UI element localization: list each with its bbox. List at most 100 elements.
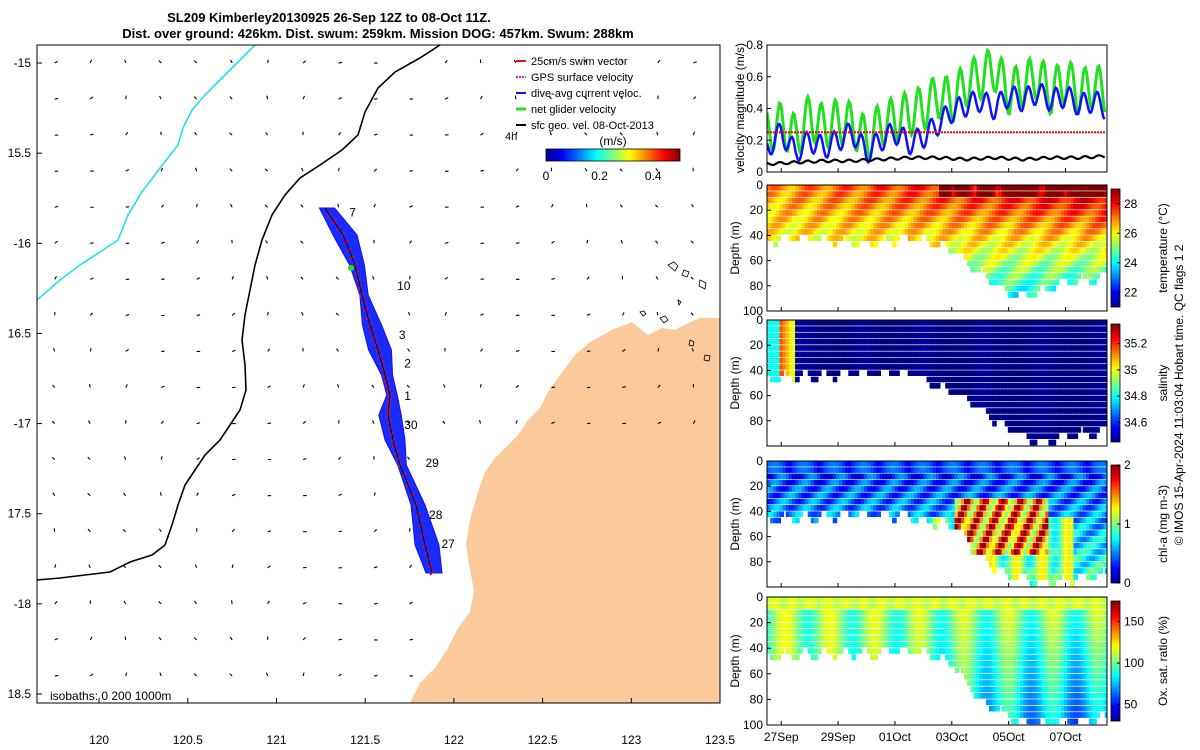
velocity-vector bbox=[619, 168, 623, 172]
section-cell bbox=[954, 203, 960, 210]
section-cell bbox=[857, 635, 863, 641]
section-cell bbox=[873, 609, 878, 616]
section-cell bbox=[1060, 461, 1066, 467]
section-cell bbox=[1054, 326, 1060, 332]
section-cell bbox=[870, 351, 875, 358]
section-cell bbox=[1045, 574, 1050, 580]
section-cell bbox=[1007, 292, 1013, 298]
section-cell bbox=[1101, 511, 1107, 517]
section-cell bbox=[873, 229, 878, 235]
section-cell bbox=[767, 185, 772, 191]
section-cell bbox=[1098, 549, 1104, 555]
section-cell bbox=[1048, 461, 1053, 467]
section-cell bbox=[1039, 191, 1044, 197]
map-colorbar-label: (m/s) bbox=[599, 134, 626, 148]
section-cell bbox=[932, 473, 938, 480]
section-cell bbox=[1079, 524, 1085, 530]
section-cell bbox=[807, 603, 813, 609]
section-cell bbox=[964, 498, 969, 505]
section-cell bbox=[1064, 568, 1069, 574]
section-cell bbox=[1039, 210, 1044, 216]
section-cell bbox=[995, 530, 1000, 536]
velocity-vector bbox=[194, 600, 198, 605]
section-cell bbox=[1070, 191, 1075, 197]
section-cell bbox=[1067, 542, 1072, 549]
section-cell bbox=[882, 603, 888, 609]
section-cell bbox=[1014, 320, 1019, 326]
section-cell bbox=[964, 511, 969, 517]
section-cell bbox=[945, 332, 950, 339]
section-cell bbox=[1073, 222, 1079, 229]
section-cell bbox=[892, 648, 897, 654]
section-cell bbox=[1023, 248, 1028, 254]
velocity-vector bbox=[373, 566, 378, 569]
section-cell bbox=[863, 609, 869, 616]
velocity-vector bbox=[335, 312, 339, 316]
section-cell bbox=[948, 467, 953, 473]
section-cell bbox=[895, 498, 900, 505]
section-cell bbox=[1042, 351, 1047, 358]
section-cell bbox=[1067, 191, 1072, 197]
section-cell bbox=[945, 222, 950, 229]
section-cell bbox=[804, 326, 810, 332]
section-cell bbox=[842, 229, 847, 235]
section-cell bbox=[857, 467, 863, 473]
map-y-tick-label: -18 bbox=[14, 597, 32, 611]
section-cell bbox=[863, 197, 869, 204]
section-cell bbox=[976, 376, 982, 383]
section-cell bbox=[867, 461, 872, 467]
section-cell bbox=[889, 370, 894, 376]
section-cell bbox=[795, 473, 800, 480]
section-cell bbox=[989, 241, 994, 248]
section-cell bbox=[1039, 370, 1044, 376]
section-cell bbox=[1014, 351, 1019, 358]
section-cell bbox=[957, 473, 963, 480]
section-cell bbox=[1029, 266, 1035, 273]
section-cell bbox=[982, 401, 988, 408]
section-cell bbox=[867, 616, 872, 622]
section-cell bbox=[967, 486, 972, 492]
section-cell bbox=[1029, 273, 1035, 279]
section-cell bbox=[1004, 370, 1010, 376]
section-cell bbox=[1104, 467, 1107, 473]
section-cell bbox=[901, 597, 907, 603]
section-cell bbox=[845, 498, 850, 505]
section-cell bbox=[810, 473, 816, 480]
section-cell bbox=[1057, 561, 1063, 568]
section-cell bbox=[954, 338, 960, 345]
section-cell bbox=[995, 320, 1000, 326]
section-cell bbox=[1089, 222, 1094, 229]
section-cell bbox=[945, 479, 950, 486]
section-cell bbox=[907, 332, 913, 339]
section-cell bbox=[926, 370, 932, 376]
section-cell bbox=[1064, 511, 1069, 517]
section-cell bbox=[1023, 216, 1028, 223]
section-cell bbox=[1060, 357, 1066, 364]
section-cell bbox=[1017, 467, 1022, 473]
section-cell bbox=[967, 524, 972, 530]
section-cell bbox=[995, 370, 1000, 376]
section-cell bbox=[1014, 241, 1019, 248]
velocity-vector bbox=[548, 60, 552, 64]
section-cell bbox=[845, 603, 850, 609]
section-cell bbox=[1020, 370, 1025, 376]
section-cell bbox=[1042, 492, 1047, 499]
section-cell bbox=[1054, 505, 1060, 511]
section-cell bbox=[1035, 320, 1041, 326]
section-cell bbox=[807, 597, 813, 603]
section-cell bbox=[1086, 420, 1091, 427]
section-cell bbox=[982, 473, 988, 480]
section-cell bbox=[801, 229, 806, 235]
section-cell bbox=[1060, 326, 1066, 332]
section-cell bbox=[1104, 408, 1107, 414]
section-cell bbox=[1045, 486, 1050, 492]
section-cell bbox=[804, 210, 810, 216]
section-cell bbox=[770, 479, 775, 486]
section-cell bbox=[1098, 248, 1104, 254]
section-cell bbox=[842, 629, 847, 635]
section-cell bbox=[885, 191, 891, 197]
section-cell bbox=[795, 229, 800, 235]
section-cell bbox=[1020, 555, 1025, 562]
section-cell bbox=[989, 555, 994, 562]
section-cell bbox=[998, 273, 1003, 279]
